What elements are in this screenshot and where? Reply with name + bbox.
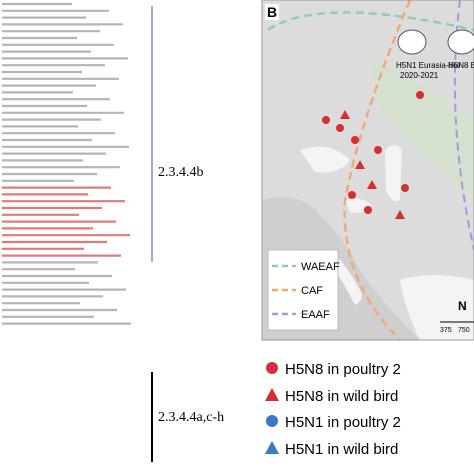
legend: H5N8 in poultry 2 H5N8 in wild bird H5N1…: [265, 361, 401, 458]
legend-label: H5N8 in wild bird: [285, 388, 398, 405]
clade-label: 2.3.4.4b: [158, 165, 204, 180]
clade-label: 2.3.4.4a,c-h: [158, 410, 224, 425]
legend-label: H5N1 in wild bird: [285, 441, 398, 458]
lineage-label: 2020-2021: [400, 71, 439, 80]
north-arrow: N: [458, 299, 467, 313]
lineage-label: H5N8 Eurasi: [448, 61, 474, 70]
flyway-label: EAAF: [301, 309, 330, 321]
scale-label: 750: [458, 327, 470, 334]
tree-labels: [2, 2, 131, 325]
lineage-label: H5N1 Eurasia-like: [396, 61, 461, 70]
map: B H5N1 Eurasia-like 2020-2021 H5N8 Euras…: [261, 0, 474, 341]
legend-label: H5N1 in poultry 2: [285, 414, 401, 431]
legend-label: H5N8 in poultry 2: [285, 361, 401, 378]
panel-label: B: [267, 4, 277, 20]
scale-label: 375: [440, 327, 452, 334]
flyway-label: WAEAF: [301, 261, 340, 273]
flyway-label: CAF: [301, 285, 323, 297]
